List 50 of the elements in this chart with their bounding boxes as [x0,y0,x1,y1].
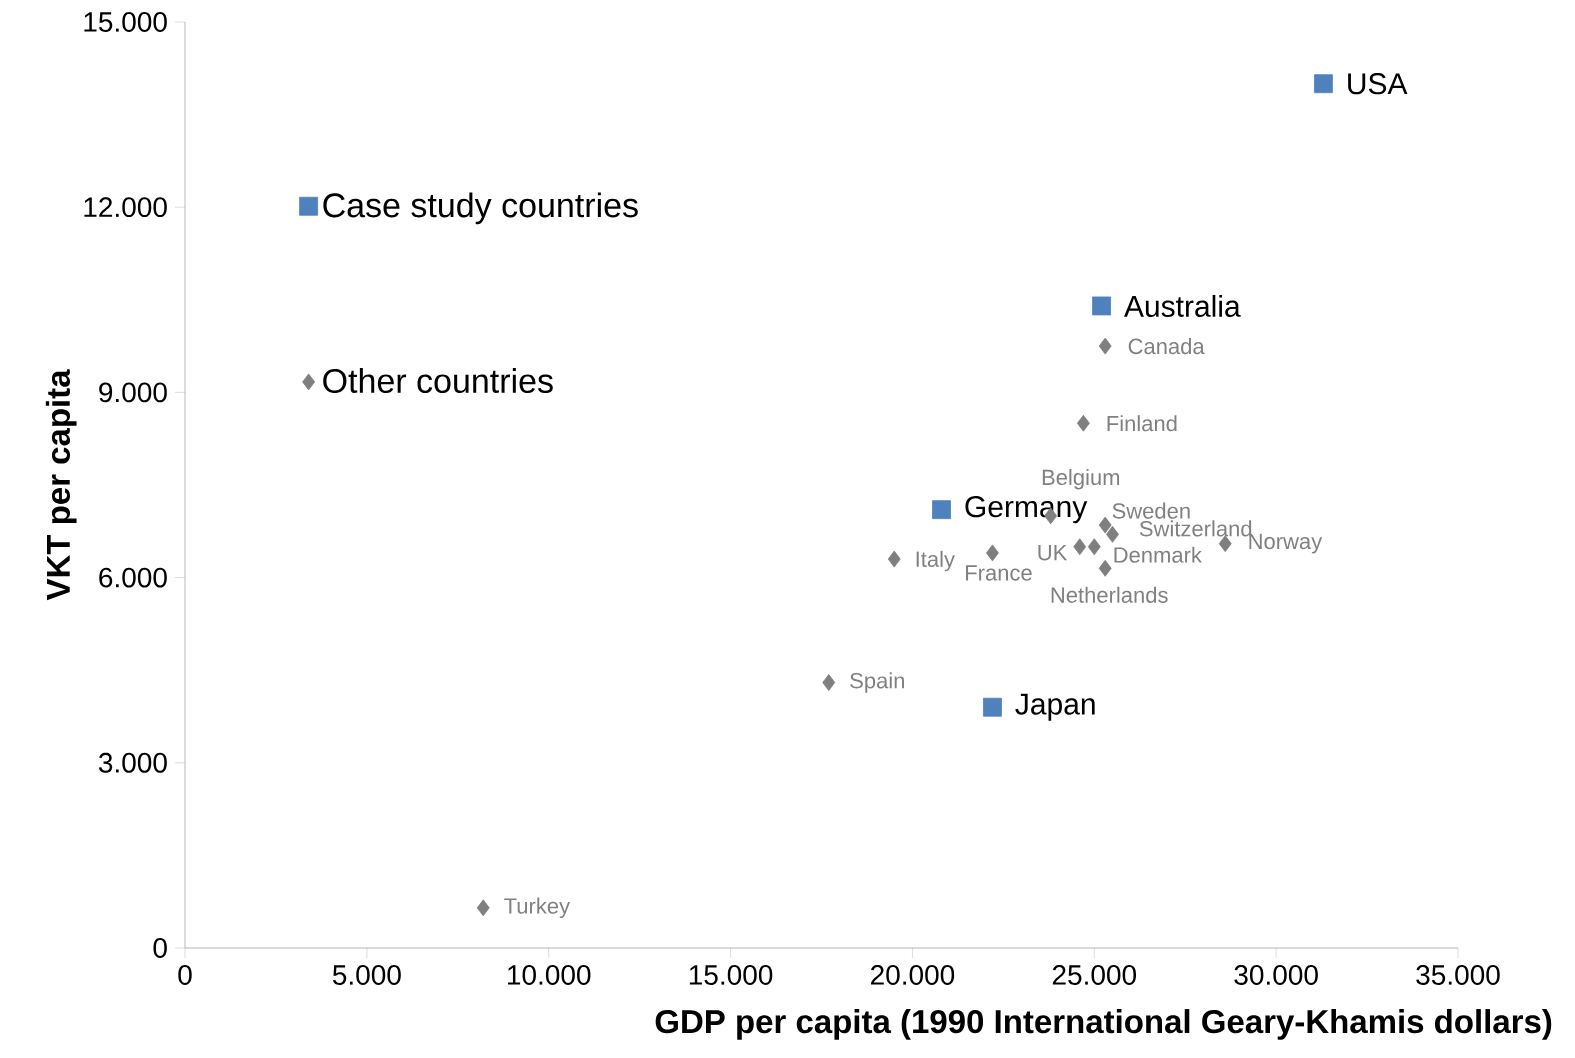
point [983,697,1002,717]
point [932,500,951,520]
legend-label: Other countries [323,368,553,394]
point [1087,538,1101,556]
annotation: Denmark [1114,546,1202,563]
point [887,550,901,568]
y-axis-title: VKT per capita [45,369,77,601]
annotation: Sweden [1112,502,1190,519]
annotation: Finland [1107,415,1177,432]
y-tick-label: 12.000 [84,197,167,218]
legend-label: Case study countries [323,192,638,225]
y-tick-label: 9.000 [99,382,167,403]
x-tick-label: 30.000 [1234,965,1318,985]
x-tick-label: 10.000 [508,965,591,985]
point [476,899,490,917]
point [1098,516,1112,534]
point [1076,414,1090,432]
y-tick-label: 15.000 [84,12,167,32]
point [1106,525,1119,543]
annotation: UK [1038,545,1068,561]
point [1098,559,1112,577]
y-tick-label: 0 [153,938,167,958]
x-tick-label: 15.000 [689,965,773,985]
point [822,674,836,691]
x-tick-label: 25.000 [1052,965,1137,985]
annotation: Norway [1249,533,1323,554]
x-axis-title: GDP per capita (1990 International Geary-Khamis dollars) [655,1009,1552,1040]
x-tick-label: 0 [178,965,192,985]
annotation: Switzerland [1139,520,1252,537]
point [986,544,999,562]
annotation: Canada [1128,338,1205,355]
annotation: Belgium [1042,468,1120,490]
point [1098,337,1112,355]
point [1073,538,1087,556]
point [1092,296,1111,316]
annotation: Spain [850,672,904,693]
x-tick-label: 20.000 [871,965,955,985]
point [1314,74,1333,94]
y-tick-label: 6.000 [99,567,167,588]
annotation: Australia [1124,294,1241,317]
annotation: Turkey [504,897,571,919]
annotation: France [966,565,1032,581]
annotation: Germany [965,496,1088,524]
y-tick-label: 3.000 [98,752,167,773]
x-tick-label: 5.000 [332,965,401,985]
annotation: Netherlands [1051,586,1168,603]
annotation: Italy [916,550,955,572]
annotation: Japan [1015,693,1095,721]
x-tick-label: 35.000 [1416,965,1500,985]
annotation: USA [1348,73,1408,95]
